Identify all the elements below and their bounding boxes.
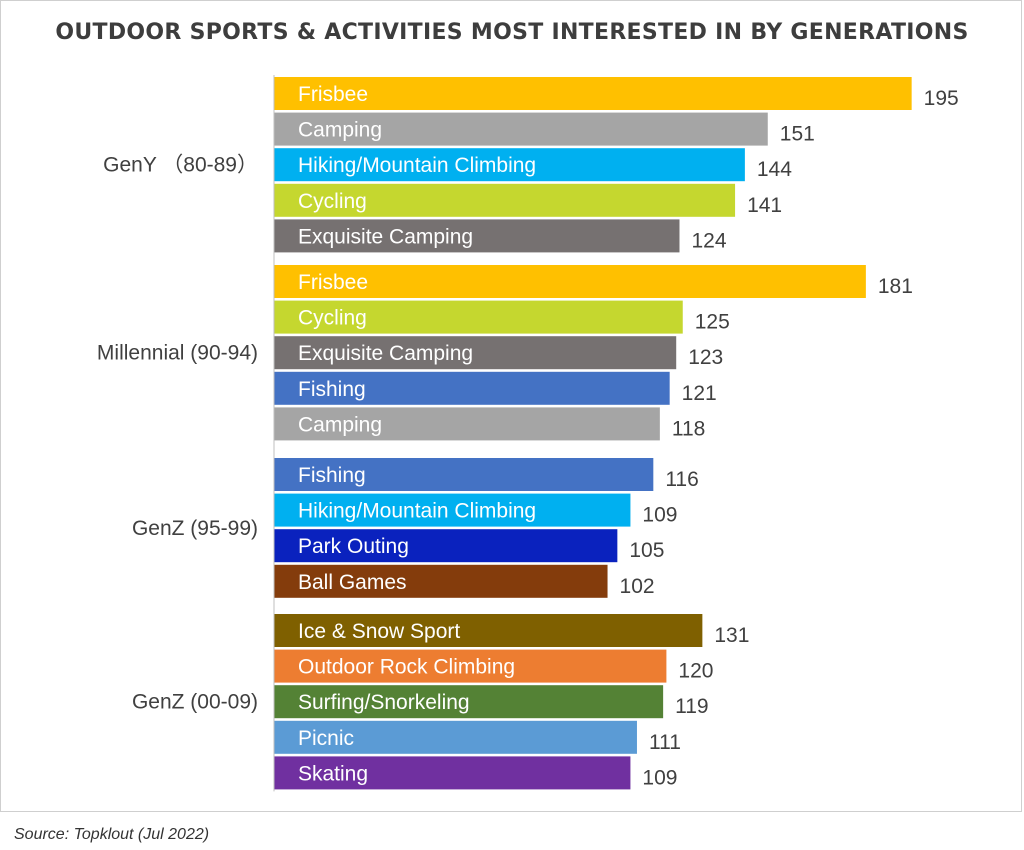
bar	[274, 564, 608, 598]
bar-label: Outdoor Rock Climbing	[298, 656, 515, 679]
value-label: 123	[688, 346, 723, 369]
value-label: 181	[878, 275, 913, 298]
bar-label: Hiking/Mountain Climbing	[298, 500, 536, 523]
value-label: 124	[691, 229, 726, 252]
value-label: 121	[682, 382, 717, 405]
value-label: 102	[620, 575, 655, 598]
bar	[274, 219, 680, 253]
value-label: 109	[642, 766, 677, 789]
bar	[274, 493, 631, 527]
bar-label: Exquisite Camping	[298, 342, 473, 365]
bar	[274, 529, 618, 563]
bar	[274, 77, 912, 110]
value-label: 141	[747, 194, 782, 217]
bar-label: Fishing	[298, 378, 366, 401]
value-label: 120	[678, 660, 713, 683]
bar-label: Frisbee	[298, 83, 368, 106]
bar-label: Frisbee	[298, 271, 368, 294]
chart-frame	[0, 0, 1022, 812]
value-label: 151	[780, 123, 815, 146]
value-label: 195	[924, 87, 959, 110]
bar-label: Ice & Snow Sport	[298, 620, 460, 643]
bar-label: Hiking/Mountain Climbing	[298, 154, 536, 177]
bar-label: Picnic	[298, 727, 354, 750]
bar-label: Exquisite Camping	[298, 225, 473, 248]
bar-label: Cycling	[298, 190, 367, 213]
bar	[274, 720, 637, 754]
bar-label: Camping	[298, 119, 382, 142]
bar	[274, 458, 654, 491]
value-label: 118	[672, 417, 705, 440]
group-label: GenZ (95-99)	[132, 517, 258, 540]
bar-label: Fishing	[298, 464, 366, 487]
bar	[274, 112, 768, 146]
value-label: 119	[675, 695, 708, 718]
value-label: 109	[642, 504, 677, 527]
bar	[274, 407, 660, 441]
bar	[274, 649, 667, 683]
group-label: GenY （80-89）	[103, 154, 258, 177]
bar-label: Skating	[298, 762, 368, 785]
bar	[274, 371, 670, 405]
source-note: Source: Topklout (Jul 2022)	[14, 826, 210, 843]
value-label: 144	[757, 158, 792, 181]
group-label: GenZ (00-09)	[132, 691, 258, 714]
bar-label: Park Outing	[298, 535, 409, 558]
chart-title: OUTDOOR SPORTS & ACTIVITIES MOST INTERES…	[55, 20, 969, 45]
bar-label: Surfing/Snorkeling	[298, 691, 470, 714]
bar	[274, 614, 703, 647]
value-label: 131	[714, 624, 749, 647]
value-label: 105	[629, 539, 664, 562]
bar-label: Camping	[298, 413, 382, 436]
value-label: 125	[695, 311, 730, 334]
value-label: 116	[665, 468, 698, 491]
bar-label: Cycling	[298, 307, 367, 330]
bar	[274, 300, 683, 334]
group-label: Millennial (90-94)	[97, 342, 258, 365]
bar	[274, 148, 745, 182]
bar	[274, 265, 866, 298]
value-label: 111	[649, 731, 681, 754]
bar-chart: GenY （80-89） Frisbee 195 Camping 151 Hiking/M…	[97, 75, 959, 792]
bar	[274, 336, 677, 370]
bar	[274, 685, 664, 719]
bar	[274, 756, 631, 790]
bar-label: Ball Games	[298, 571, 407, 594]
bar	[274, 183, 736, 217]
